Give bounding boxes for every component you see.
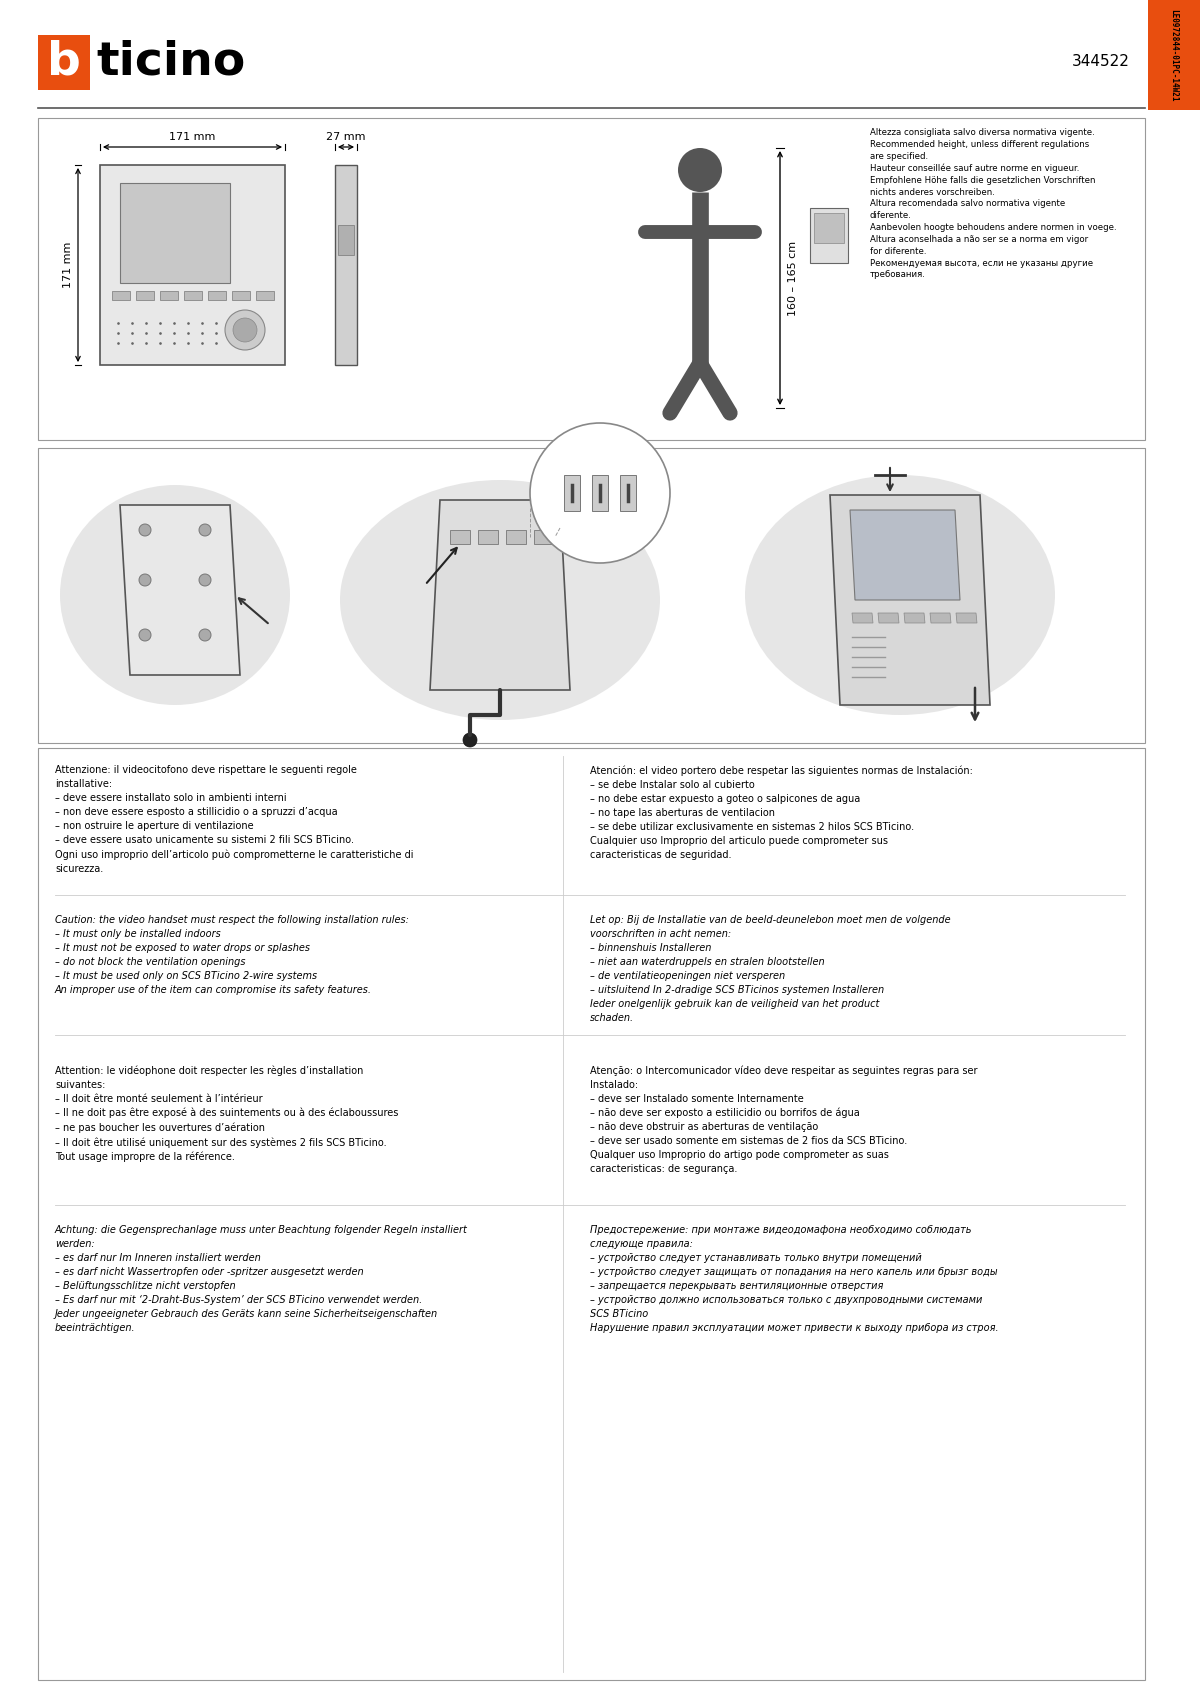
Bar xyxy=(184,290,202,300)
Text: b: b xyxy=(47,39,80,85)
Circle shape xyxy=(199,524,211,536)
Ellipse shape xyxy=(745,475,1055,714)
Bar xyxy=(338,226,354,255)
Polygon shape xyxy=(852,613,874,623)
Bar xyxy=(112,290,130,300)
Text: Caution: the video handset must respect the following installation rules:
– It m: Caution: the video handset must respect … xyxy=(55,915,409,994)
Text: ticino: ticino xyxy=(96,39,245,85)
Text: Altezza consigliata salvo diversa normativa vigente.
Recommended height, unless : Altezza consigliata salvo diversa normat… xyxy=(870,127,1117,280)
Bar xyxy=(810,209,848,263)
Polygon shape xyxy=(904,613,925,623)
Circle shape xyxy=(199,630,211,641)
Bar xyxy=(120,183,230,283)
Text: 160 – 165 cm: 160 – 165 cm xyxy=(788,241,798,316)
Bar xyxy=(136,290,154,300)
Circle shape xyxy=(139,574,151,585)
Bar xyxy=(38,448,1145,743)
Circle shape xyxy=(678,148,722,192)
Circle shape xyxy=(226,311,265,350)
Polygon shape xyxy=(850,511,960,601)
Bar xyxy=(100,165,286,365)
Bar xyxy=(506,529,526,545)
Ellipse shape xyxy=(60,485,290,704)
Text: Предостережение: при монтаже видеодомафона необходимо соблюдать
следующе правила: Предостережение: при монтаже видеодомафо… xyxy=(590,1225,998,1334)
Bar xyxy=(534,529,554,545)
Circle shape xyxy=(139,524,151,536)
Text: Atenção: o Intercomunicador vídeo deve respeitar as seguintes regras para ser
In: Atenção: o Intercomunicador vídeo deve r… xyxy=(590,1066,978,1174)
Text: 27 mm: 27 mm xyxy=(326,132,366,143)
Text: 171 mm: 171 mm xyxy=(169,132,216,143)
Text: Atención: el video portero debe respetar las siguientes normas de Instalación:
–: Atención: el video portero debe respetar… xyxy=(590,765,973,859)
Text: Let op: Bij de Installatie van de beeld-deunelebon moet men de volgende
voorschr: Let op: Bij de Installatie van de beeld-… xyxy=(590,915,950,1023)
Polygon shape xyxy=(830,496,990,704)
Polygon shape xyxy=(430,501,570,691)
Circle shape xyxy=(530,423,670,563)
Polygon shape xyxy=(120,506,240,675)
Polygon shape xyxy=(930,613,952,623)
Polygon shape xyxy=(878,613,899,623)
Text: Achtung: die Gegensprechanlage muss unter Beachtung folgender Regeln installiert: Achtung: die Gegensprechanlage muss unte… xyxy=(55,1225,468,1334)
Bar xyxy=(620,475,636,511)
Circle shape xyxy=(463,733,478,747)
Bar xyxy=(38,34,90,90)
Bar xyxy=(564,475,580,511)
Bar xyxy=(335,165,358,365)
Polygon shape xyxy=(956,613,977,623)
Circle shape xyxy=(199,574,211,585)
Bar xyxy=(38,119,1145,440)
Bar xyxy=(256,290,274,300)
Bar xyxy=(478,529,498,545)
Text: 344522: 344522 xyxy=(1072,54,1130,70)
Bar xyxy=(232,290,250,300)
Circle shape xyxy=(233,317,257,343)
Circle shape xyxy=(139,630,151,641)
Text: Attention: le vidéophone doit respecter les règles d’installation
suivantes:
– I: Attention: le vidéophone doit respecter … xyxy=(55,1066,398,1162)
Ellipse shape xyxy=(340,480,660,720)
Bar xyxy=(814,214,844,243)
Text: LE0972844-01PC-14W21: LE0972844-01PC-14W21 xyxy=(1170,8,1178,102)
Text: 171 mm: 171 mm xyxy=(64,241,73,288)
Bar xyxy=(208,290,226,300)
Bar xyxy=(450,529,470,545)
Bar xyxy=(1148,0,1200,110)
Text: Attenzione: il videocitofono deve rispettare le seguenti regole
installative:
– : Attenzione: il videocitofono deve rispet… xyxy=(55,765,414,874)
Bar xyxy=(160,290,178,300)
Bar xyxy=(38,748,1145,1680)
Bar xyxy=(592,475,608,511)
